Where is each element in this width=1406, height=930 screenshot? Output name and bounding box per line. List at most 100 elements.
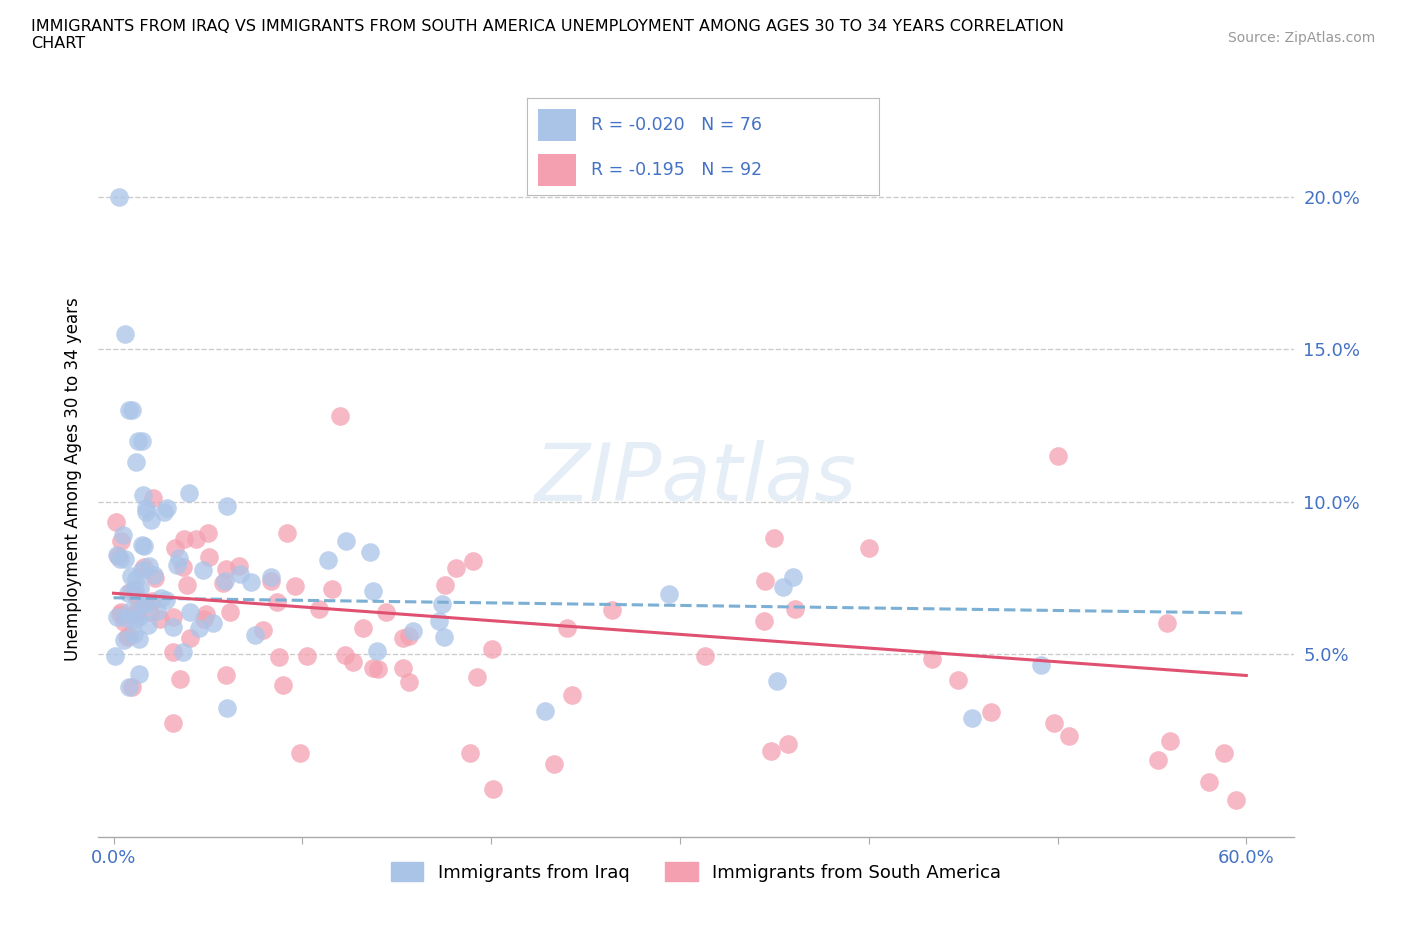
Point — [752, 613, 775, 628]
Point — [215, 498, 238, 513]
Bar — [537, 154, 576, 186]
Point — [215, 562, 238, 577]
Point — [555, 620, 578, 635]
Point — [295, 648, 318, 663]
Point — [363, 660, 385, 675]
Point — [193, 611, 215, 626]
Point — [172, 644, 194, 659]
Point — [1212, 746, 1234, 761]
Point — [228, 558, 250, 573]
Point — [461, 553, 484, 568]
Point — [214, 574, 236, 589]
Point — [960, 711, 983, 725]
Point — [150, 591, 173, 605]
Point — [169, 672, 191, 687]
Point — [430, 596, 453, 611]
Point — [754, 574, 776, 589]
Point — [367, 662, 389, 677]
Point — [112, 633, 135, 648]
Point — [290, 745, 312, 760]
Point — [218, 604, 240, 619]
Point — [131, 563, 153, 578]
Point — [131, 433, 153, 448]
Point — [127, 433, 149, 448]
Point — [139, 512, 162, 527]
Point — [117, 585, 139, 600]
Point — [134, 538, 156, 553]
Point — [131, 538, 153, 552]
Point — [108, 606, 131, 621]
Point — [482, 781, 505, 796]
Point — [146, 604, 169, 618]
Point — [361, 584, 384, 599]
Point — [107, 549, 129, 564]
Point — [229, 566, 252, 581]
Point — [155, 592, 177, 607]
Point — [166, 557, 188, 572]
Point — [308, 601, 330, 616]
Legend: Immigrants from Iraq, Immigrants from South America: Immigrants from Iraq, Immigrants from So… — [384, 855, 1008, 889]
Point — [132, 596, 155, 611]
Point — [179, 485, 201, 500]
Point — [162, 619, 184, 634]
Point — [141, 593, 163, 608]
Point — [783, 602, 806, 617]
Point — [266, 594, 288, 609]
Point — [260, 574, 283, 589]
Point — [215, 700, 238, 715]
Point — [114, 552, 136, 567]
Point — [335, 533, 357, 548]
Point — [110, 551, 132, 566]
Point — [122, 627, 145, 642]
Point — [481, 642, 503, 657]
Point — [167, 551, 190, 565]
Point — [108, 190, 131, 205]
Point — [132, 560, 155, 575]
Point — [1225, 793, 1247, 808]
Point — [433, 630, 456, 644]
Point — [458, 746, 481, 761]
Point — [120, 583, 142, 598]
Point — [142, 491, 165, 506]
Point — [184, 531, 207, 546]
Point — [114, 326, 136, 341]
Point — [260, 570, 283, 585]
Point — [252, 622, 274, 637]
Point — [759, 744, 782, 759]
Point — [124, 582, 146, 597]
Text: R = -0.195   N = 92: R = -0.195 N = 92 — [591, 161, 762, 179]
Point — [1031, 658, 1053, 672]
Text: R = -0.020   N = 76: R = -0.020 N = 76 — [591, 116, 762, 134]
Point — [271, 677, 294, 692]
Point — [134, 594, 156, 609]
Point — [131, 487, 153, 502]
Point — [105, 609, 128, 624]
Point — [534, 704, 557, 719]
Point — [1046, 448, 1069, 463]
Point — [179, 631, 201, 645]
Point — [162, 715, 184, 730]
Point — [1198, 775, 1220, 790]
Point — [128, 609, 150, 624]
Text: Source: ZipAtlas.com: Source: ZipAtlas.com — [1227, 31, 1375, 45]
Point — [359, 544, 381, 559]
Point — [128, 580, 150, 595]
Point — [240, 575, 263, 590]
Point — [124, 608, 146, 623]
Point — [434, 578, 457, 592]
Point — [1043, 715, 1066, 730]
Point — [353, 620, 375, 635]
Point — [111, 527, 134, 542]
Point — [128, 667, 150, 682]
Point — [179, 604, 201, 619]
Point — [120, 569, 142, 584]
Point — [134, 595, 156, 610]
Point — [211, 576, 233, 591]
Point — [772, 579, 794, 594]
Point — [215, 667, 238, 682]
Point — [561, 688, 583, 703]
Point — [980, 705, 1002, 720]
Point — [162, 644, 184, 659]
Point — [202, 616, 225, 631]
Point — [398, 629, 420, 644]
